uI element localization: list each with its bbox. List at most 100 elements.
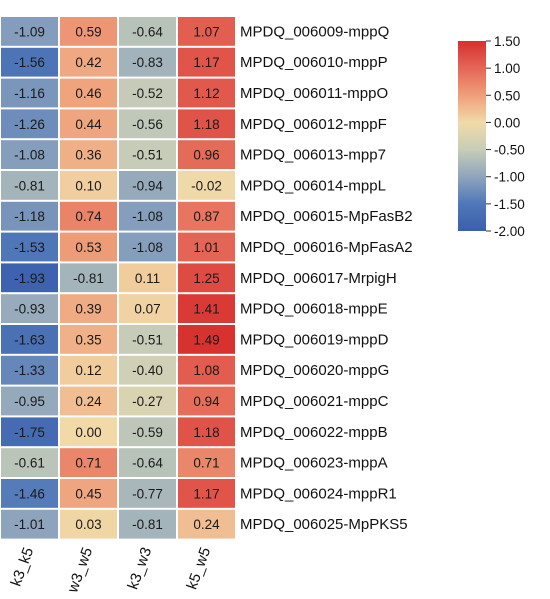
heatmap-cell-value: -1.08 bbox=[14, 148, 45, 163]
row-label: MPDQ_006022-mppB bbox=[240, 424, 388, 441]
heatmap-cell bbox=[1, 386, 58, 416]
column-label: k3_w3 bbox=[124, 545, 155, 592]
row-label: MPDQ_006015-MpFasB2 bbox=[240, 208, 413, 225]
heatmap-cell bbox=[1, 201, 58, 231]
heatmap-cell bbox=[119, 47, 176, 77]
heatmap-cell-value: -0.94 bbox=[132, 178, 163, 193]
heatmap-cell bbox=[1, 109, 58, 139]
heatmap-cell bbox=[60, 17, 117, 46]
heatmap-cell bbox=[60, 232, 117, 262]
heatmap-cell-value: 0.45 bbox=[75, 486, 101, 501]
heatmap-cell-value: -0.83 bbox=[132, 55, 163, 70]
heatmap-cell-value: 0.07 bbox=[134, 302, 160, 317]
row-label: MPDQ_006016-MpFasA2 bbox=[240, 239, 413, 256]
heatmap-cell bbox=[119, 263, 176, 293]
heatmap-cell bbox=[119, 448, 176, 477]
row-label: MPDQ_006009-mppQ bbox=[240, 23, 389, 40]
heatmap-cell bbox=[60, 47, 117, 77]
heatmap-cell bbox=[178, 417, 235, 447]
heatmap-cell-value: -0.61 bbox=[14, 456, 45, 471]
heatmap-cell-value: 0.46 bbox=[75, 86, 101, 101]
color-legend-tick-label: -1.00 bbox=[494, 170, 525, 185]
heatmap-cell bbox=[60, 448, 117, 477]
heatmap-cell-value: 1.01 bbox=[193, 240, 219, 255]
heatmap-cell-value: -1.93 bbox=[14, 271, 45, 286]
heatmap-cell bbox=[178, 509, 235, 539]
color-legend-tick-label: -1.50 bbox=[494, 197, 525, 212]
heatmap-cell-value: -0.64 bbox=[132, 24, 163, 39]
heatmap-cell bbox=[1, 232, 58, 262]
heatmap-cell bbox=[1, 140, 58, 169]
heatmap-cell bbox=[119, 78, 176, 108]
heatmap-cell bbox=[178, 78, 235, 108]
color-legend-tick-label: 1.00 bbox=[494, 61, 520, 76]
heatmap-cell-value: -0.52 bbox=[132, 86, 163, 101]
heatmap-cell-value: 1.41 bbox=[193, 302, 219, 317]
heatmap-cell-value: -1.16 bbox=[14, 86, 45, 101]
color-legend-tick-label: 0.50 bbox=[494, 88, 520, 103]
row-label: MPDQ_006020-mppG bbox=[240, 362, 389, 379]
heatmap-cell bbox=[178, 355, 235, 385]
heatmap-cell bbox=[119, 232, 176, 262]
heatmap-cell bbox=[1, 17, 58, 46]
heatmap-cell bbox=[1, 417, 58, 447]
heatmap-cell bbox=[178, 140, 235, 169]
heatmap-cell bbox=[1, 78, 58, 108]
heatmap-cell-value: -1.56 bbox=[14, 55, 45, 70]
heatmap-cell bbox=[119, 201, 176, 231]
heatmap-cell-value: -1.18 bbox=[14, 209, 45, 224]
heatmap-cell-value: -1.08 bbox=[132, 240, 163, 255]
heatmap-cell-value: 1.17 bbox=[193, 55, 219, 70]
heatmap-cell bbox=[178, 232, 235, 262]
column-label: k3_k5 bbox=[8, 545, 38, 588]
heatmap-cell bbox=[1, 325, 58, 354]
heatmap-cell bbox=[60, 479, 117, 508]
row-label: MPDQ_006013-mpp7 bbox=[240, 147, 386, 164]
heatmap-cell-value: 1.18 bbox=[193, 117, 219, 132]
heatmap-cell-value: 0.00 bbox=[75, 425, 101, 440]
heatmap-cell-value: 1.25 bbox=[193, 271, 219, 286]
heatmap-cell bbox=[178, 17, 235, 46]
heatmap-cell bbox=[119, 417, 176, 447]
heatmap-cell-value: -0.02 bbox=[191, 178, 222, 193]
color-legend-tick-label: 0.00 bbox=[494, 115, 520, 130]
column-label: k5_w5 bbox=[183, 545, 214, 592]
heatmap-cell-value: -1.33 bbox=[14, 363, 45, 378]
heatmap-cell-value: 0.24 bbox=[75, 394, 102, 409]
heatmap-cell bbox=[60, 325, 117, 354]
row-labels: MPDQ_006009-mppQ MPDQ_006010-mppP MPDQ_006… bbox=[240, 23, 413, 533]
color-legend-tick-label: -2.00 bbox=[494, 224, 525, 239]
heatmap-cell bbox=[119, 386, 176, 416]
heatmap-cell-value: -1.53 bbox=[14, 240, 45, 255]
heatmap-cell bbox=[119, 171, 176, 200]
heatmap-cell-value: 0.10 bbox=[75, 178, 101, 193]
heatmap-cell-value: 1.08 bbox=[193, 363, 219, 378]
heatmap-cell bbox=[178, 325, 235, 354]
heatmap-cell-value: -0.93 bbox=[14, 302, 45, 317]
heatmap-cell-value: -0.51 bbox=[132, 332, 163, 347]
heatmap-cell-value: 0.74 bbox=[75, 209, 102, 224]
heatmap-cell bbox=[60, 417, 117, 447]
heatmap-cell-value: -0.40 bbox=[132, 363, 163, 378]
heatmap-cell bbox=[1, 479, 58, 508]
heatmap-cell bbox=[119, 509, 176, 539]
heatmap-cell bbox=[1, 263, 58, 293]
heatmap-cell-value: -1.08 bbox=[132, 209, 163, 224]
heatmap-cell-value: -1.46 bbox=[14, 486, 45, 501]
heatmap-cell-value: 0.36 bbox=[75, 148, 101, 163]
heatmap-cell bbox=[119, 140, 176, 169]
heatmap-cell bbox=[178, 294, 235, 323]
heatmap-cell-value: -0.51 bbox=[132, 148, 163, 163]
heatmap-cell-value: -1.01 bbox=[14, 517, 45, 532]
color-legend-tick-label: 1.50 bbox=[494, 34, 520, 49]
row-label: MPDQ_006012-mppF bbox=[240, 116, 387, 133]
heatmap-cells: -1.09 0.59 -0.64 1.07 -1.56 0.42 -0.83 1.17 -1.1… bbox=[1, 17, 235, 539]
color-legend-tick-label: -0.50 bbox=[494, 143, 525, 158]
row-label: MPDQ_006025-MpPKS5 bbox=[240, 516, 408, 533]
heatmap-cell bbox=[119, 479, 176, 508]
heatmap-cell bbox=[119, 294, 176, 323]
heatmap-cell bbox=[178, 109, 235, 139]
heatmap-cell-value: -0.64 bbox=[132, 456, 163, 471]
heatmap-cell bbox=[1, 448, 58, 477]
color-legend: 1.50 1.00 0.50 0.00 -0.50 -1.00 -1.50 -2.00 bbox=[458, 34, 525, 239]
